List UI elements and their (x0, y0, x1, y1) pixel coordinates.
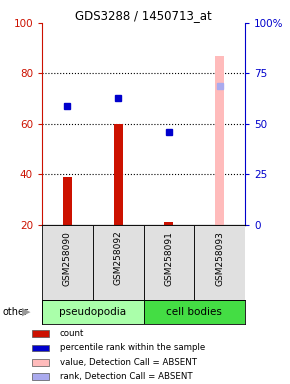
Text: percentile rank within the sample: percentile rank within the sample (60, 344, 205, 353)
Bar (32, 359, 49, 366)
Title: GDS3288 / 1450713_at: GDS3288 / 1450713_at (75, 9, 212, 22)
Bar (42, 300, 144, 324)
Bar (114, 124, 123, 225)
Bar (42, 225, 93, 300)
Text: GSM258090: GSM258090 (63, 231, 72, 286)
Text: cell bodies: cell bodies (166, 307, 222, 317)
Text: GSM258093: GSM258093 (215, 231, 224, 286)
Bar (93, 225, 144, 300)
Text: GSM258092: GSM258092 (114, 231, 123, 285)
Bar (63, 177, 72, 225)
Bar (144, 225, 194, 300)
Text: other: other (3, 307, 29, 317)
Text: count: count (60, 329, 84, 338)
Bar (32, 344, 49, 351)
Bar (164, 222, 173, 225)
Text: GSM258091: GSM258091 (164, 231, 173, 286)
Bar (215, 56, 224, 225)
Bar (194, 225, 245, 300)
Text: ▶: ▶ (22, 307, 30, 317)
Bar (32, 373, 49, 380)
Text: pseudopodia: pseudopodia (59, 307, 126, 317)
Text: value, Detection Call = ABSENT: value, Detection Call = ABSENT (60, 358, 197, 367)
Bar (32, 330, 49, 337)
Text: rank, Detection Call = ABSENT: rank, Detection Call = ABSENT (60, 372, 192, 381)
Bar (144, 300, 245, 324)
